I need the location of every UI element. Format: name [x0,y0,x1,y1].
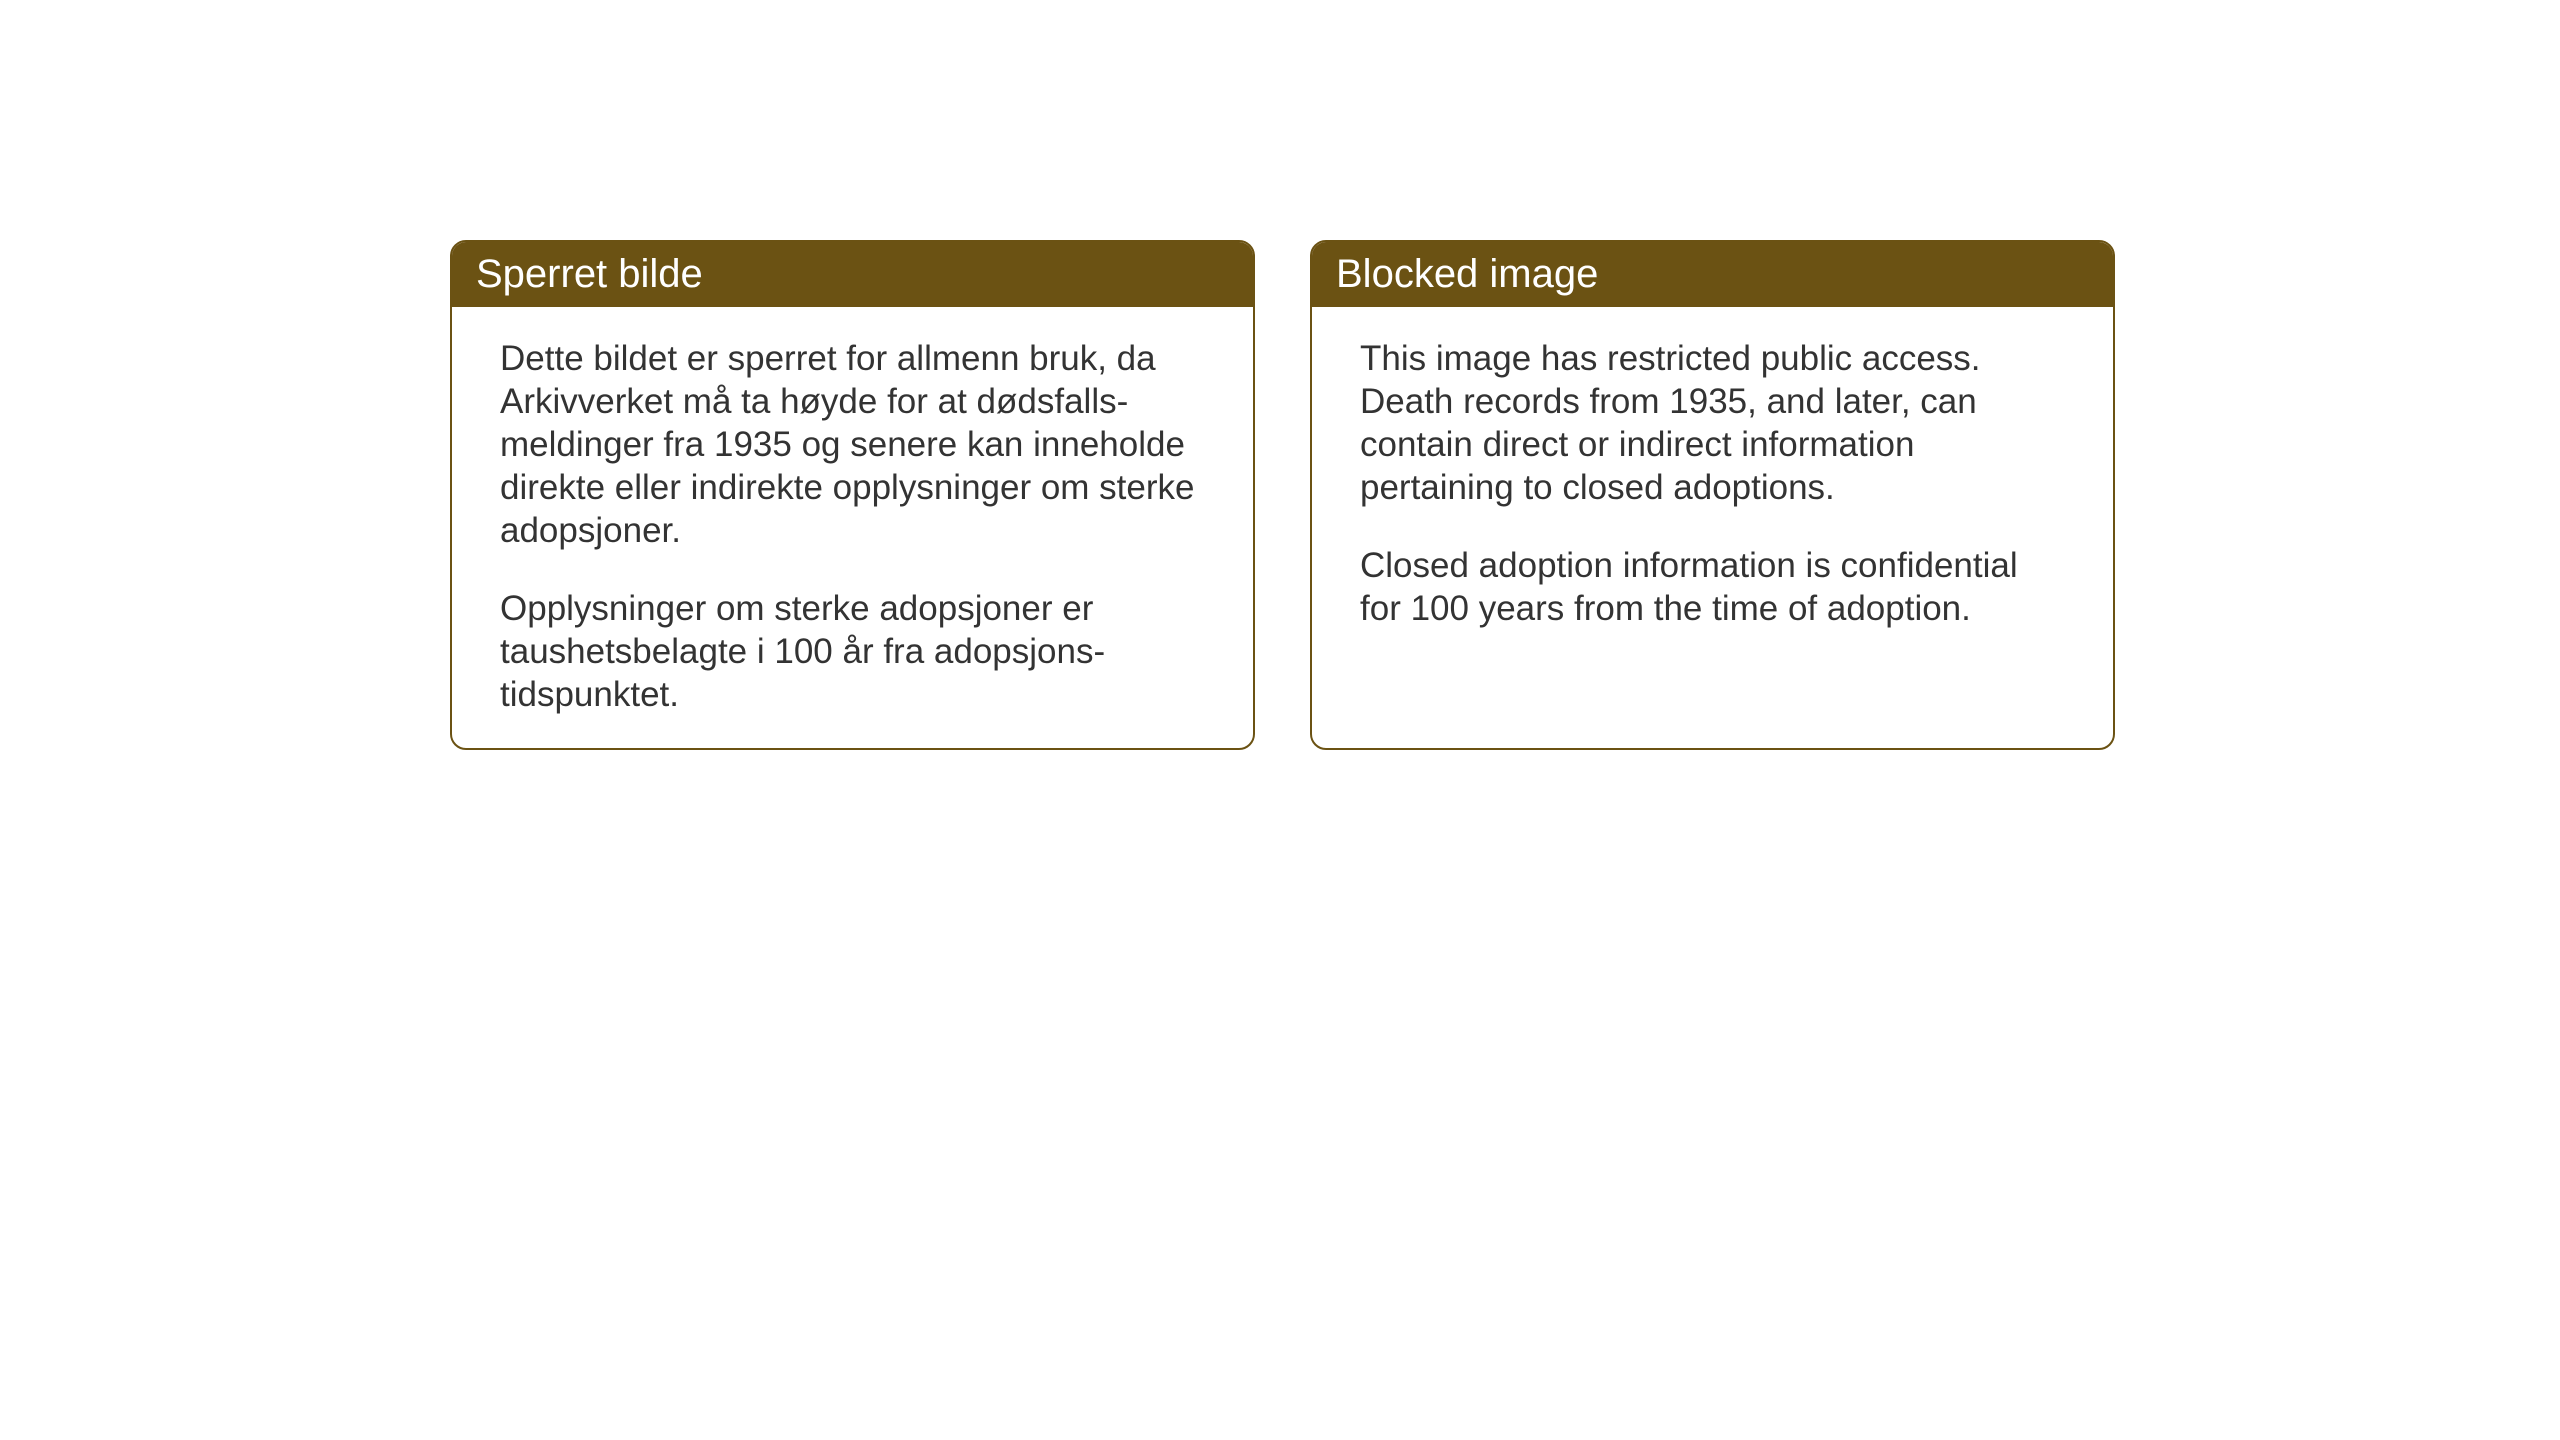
card-norwegian: Sperret bilde Dette bildet er sperret fo… [450,240,1255,750]
card-title-norwegian: Sperret bilde [476,252,703,296]
paragraph-no-2: Opplysninger om sterke adopsjoner er tau… [500,587,1205,716]
card-body-norwegian: Dette bildet er sperret for allmenn bruk… [452,307,1253,750]
paragraph-en-1: This image has restricted public access.… [1360,337,2065,509]
card-header-english: Blocked image [1312,242,2113,307]
paragraph-en-2: Closed adoption information is confident… [1360,544,2065,630]
card-english: Blocked image This image has restricted … [1310,240,2115,750]
card-body-english: This image has restricted public access.… [1312,307,2113,670]
cards-container: Sperret bilde Dette bildet er sperret fo… [450,240,2115,750]
paragraph-no-1: Dette bildet er sperret for allmenn bruk… [500,337,1205,552]
card-header-norwegian: Sperret bilde [452,242,1253,307]
card-title-english: Blocked image [1336,252,1598,296]
